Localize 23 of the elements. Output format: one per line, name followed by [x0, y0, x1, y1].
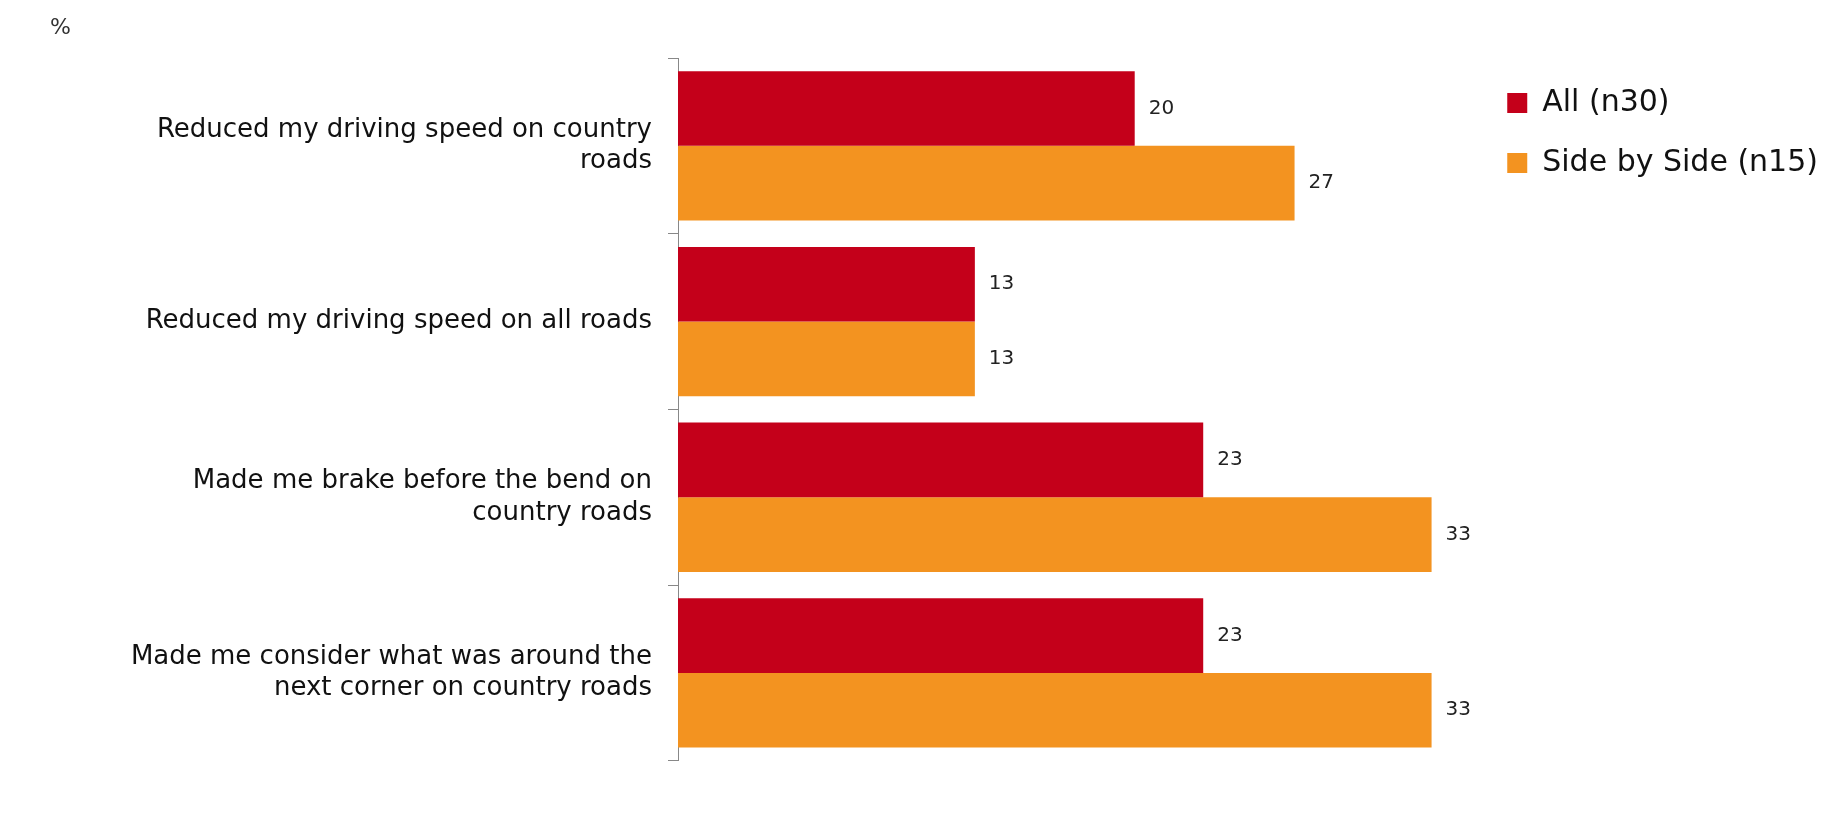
- legend-label: Side by Side (n15): [1542, 142, 1819, 178]
- y-tick-label: Made me brake before the bend on country roads: [192, 464, 652, 526]
- data-label: 33: [1445, 520, 1472, 545]
- bar: [678, 71, 1135, 146]
- x-axis-title: %: [50, 14, 71, 39]
- data-label: 27: [1308, 169, 1335, 194]
- data-label: 23: [1217, 446, 1243, 471]
- bar: [678, 145, 1295, 221]
- data-label: 13: [988, 345, 1015, 370]
- y-tick-label: Reduced my driving speed on all roads: [145, 304, 652, 335]
- y-tick-label: Reduced my driving speed on country roads: [156, 113, 652, 175]
- y-tick-label: Made me consider what was around the next corner on country roads: [130, 640, 652, 702]
- legend-label: All (n30): [1542, 82, 1670, 118]
- data-label: 23: [1217, 621, 1243, 646]
- bar: [678, 497, 1432, 572]
- data-label: 33: [1445, 696, 1472, 721]
- bar: [678, 246, 975, 322]
- bar: [678, 422, 1204, 498]
- bar: [678, 672, 1432, 748]
- data-label: 13: [988, 270, 1015, 295]
- data-label: 20: [1148, 94, 1175, 119]
- bar: [678, 598, 1204, 673]
- bar: [678, 321, 975, 397]
